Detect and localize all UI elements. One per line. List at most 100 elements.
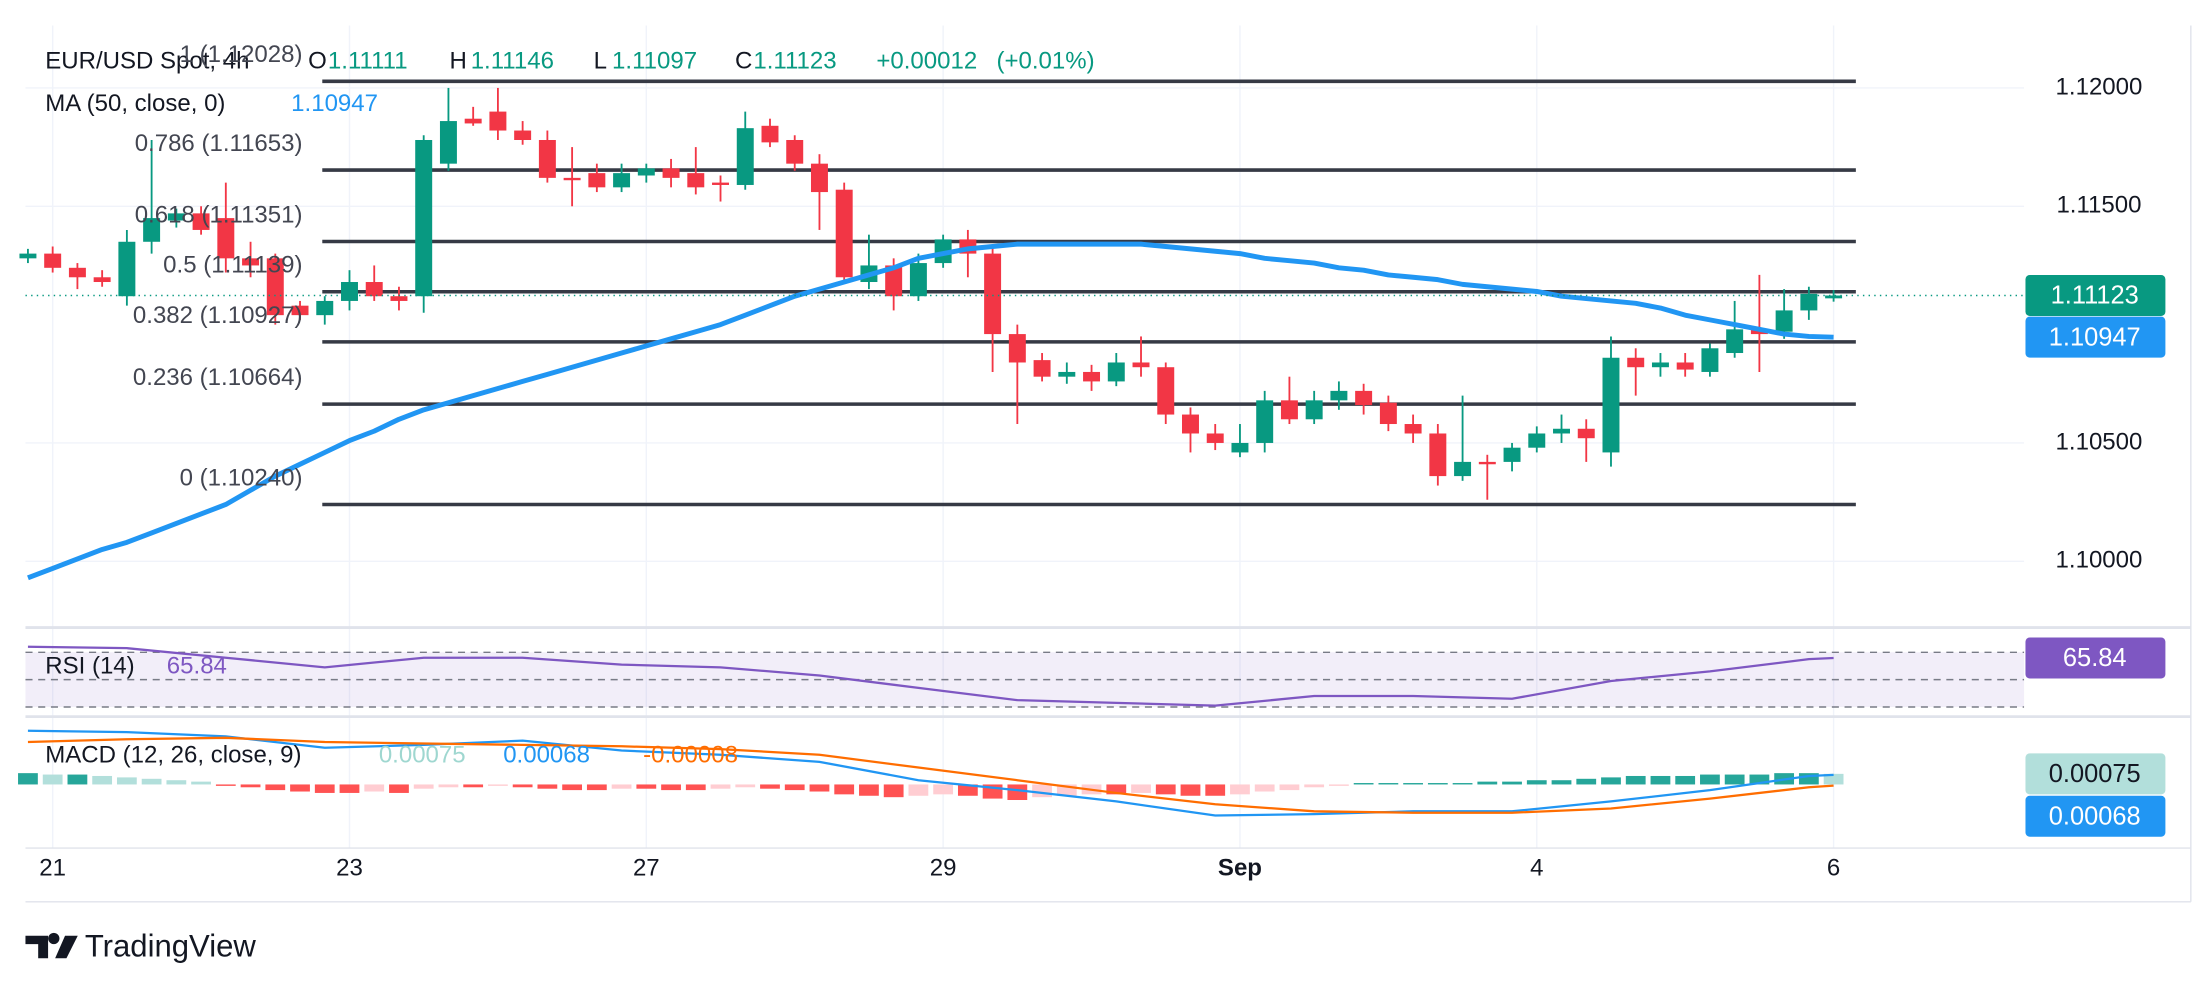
macd-hist-bar: [809, 784, 830, 792]
candle-body: [1602, 357, 1620, 453]
ohlc-value: 1.11146: [471, 48, 554, 75]
macd-badge: 0.00068: [2049, 802, 2141, 830]
macd-badge-bg: [2025, 795, 2166, 837]
fib-label: 0.5 (1.11139): [163, 252, 302, 279]
candle-body: [1775, 310, 1793, 332]
macd-hist-bar: [1403, 783, 1423, 785]
candle-body: [1429, 433, 1447, 477]
grid: [25, 25, 2025, 849]
macd-hist-bar: [413, 784, 434, 789]
macd-hist-bar: [859, 784, 879, 796]
candle-body: [1528, 433, 1546, 448]
candle-body: [637, 168, 655, 176]
candle-body: [1107, 362, 1125, 382]
candle-body: [761, 125, 779, 143]
candle-body: [712, 182, 730, 185]
macd-hist-bar: [339, 784, 360, 793]
candle-body: [588, 173, 606, 188]
ohlc-label: L: [594, 48, 607, 75]
x-tick-label: 29: [930, 855, 957, 882]
brand: TradingView: [25, 929, 256, 964]
candle-body: [1132, 362, 1150, 368]
candle-body: [1305, 400, 1323, 420]
candle-body: [242, 258, 260, 266]
candle-body: [1726, 329, 1744, 354]
candle-body: [1651, 362, 1669, 368]
candle-body: [1577, 428, 1595, 439]
x-tick-label: 6: [1827, 855, 1840, 882]
rsi-line: [27, 645, 1834, 707]
macd-line: [27, 729, 1834, 817]
macd-hist-bar: [537, 784, 558, 789]
macd-signal-value: -0.00008: [643, 742, 738, 769]
macd-hist-bar: [562, 784, 583, 791]
x-tick-label: 4: [1530, 855, 1543, 882]
macd-hist-bar: [1625, 775, 1646, 785]
macd-hist-bar: [933, 784, 954, 795]
price-badge-bg: [2025, 275, 2166, 316]
candle-body: [835, 189, 853, 278]
candle-body: [885, 265, 903, 297]
candle-body: [44, 253, 62, 268]
fib-label: 0.382 (1.10927): [133, 302, 303, 329]
candle-body: [143, 218, 161, 242]
macd-hist-bar: [1329, 784, 1349, 786]
y-tick-label: 1.10000: [2056, 547, 2143, 574]
change: +0.00012: [876, 48, 977, 75]
ma-legend: MA (50, close, 0): [45, 90, 225, 117]
x-tick-label: 23: [336, 855, 363, 882]
candle-body: [93, 277, 111, 283]
candle-body: [291, 305, 309, 316]
candle-body: [1676, 362, 1694, 370]
candle-body: [167, 213, 185, 221]
macd-hist-bar: [784, 784, 805, 791]
macd-hist-bar: [42, 774, 63, 785]
candle-body: [810, 163, 828, 193]
macd-hist-bar: [1823, 773, 1844, 785]
macd-hist-bar: [1700, 774, 1720, 785]
macd-hist-bar: [883, 784, 904, 798]
macd-hist-bar: [710, 784, 731, 789]
ma-legend-value: 1.10947: [291, 90, 378, 117]
macd-hist-bar: [18, 773, 38, 785]
macd-hist-bar: [1279, 784, 1300, 791]
macd-hist-bar: [636, 784, 657, 789]
macd-hist-bar: [661, 784, 681, 791]
macd-hist-bar: [141, 778, 162, 785]
macd-hist-bar: [1576, 778, 1597, 785]
labels: EUR/USD Spot, 4h O 1.11111 H 1.11146 L 1…: [39, 41, 2142, 881]
candle-body: [662, 168, 680, 178]
macd-hist-badge: 0.00075: [2049, 760, 2141, 788]
candle-body: [1206, 433, 1224, 443]
candle-body: [514, 130, 532, 140]
candle-body: [68, 267, 86, 278]
candle-body: [489, 111, 507, 131]
candle-body: [1256, 400, 1274, 443]
candle-body: [1454, 461, 1472, 477]
y-tick-label: 1.12000: [2056, 73, 2143, 100]
macd-hist-bar: [1353, 783, 1374, 785]
candle-body: [563, 177, 581, 181]
macd-hist-bar: [1427, 783, 1448, 785]
x-tick-label: 21: [39, 855, 66, 882]
candle-body: [192, 213, 210, 230]
change-pct: (+0.01%): [996, 48, 1094, 75]
candle-body: [439, 121, 457, 164]
x-tick-label: Sep: [1218, 855, 1262, 882]
frame: [25, 25, 2192, 903]
macd-legend: MACD (12, 26, close, 9): [45, 742, 301, 769]
brand-name: TradingView: [85, 929, 257, 964]
candle-body: [118, 241, 136, 297]
candle-body: [390, 296, 408, 301]
marks: [18, 79, 2166, 837]
candle-body: [1627, 357, 1645, 368]
macd-hist-bar: [1749, 774, 1770, 785]
macd-signal-line: [27, 736, 1834, 814]
candle-body: [1083, 371, 1101, 382]
candle-body: [786, 139, 804, 164]
candle-body: [1280, 400, 1298, 420]
candle-body: [1231, 442, 1249, 453]
macd-hist-bar: [364, 784, 385, 792]
macd-hist-bar: [1106, 784, 1127, 795]
